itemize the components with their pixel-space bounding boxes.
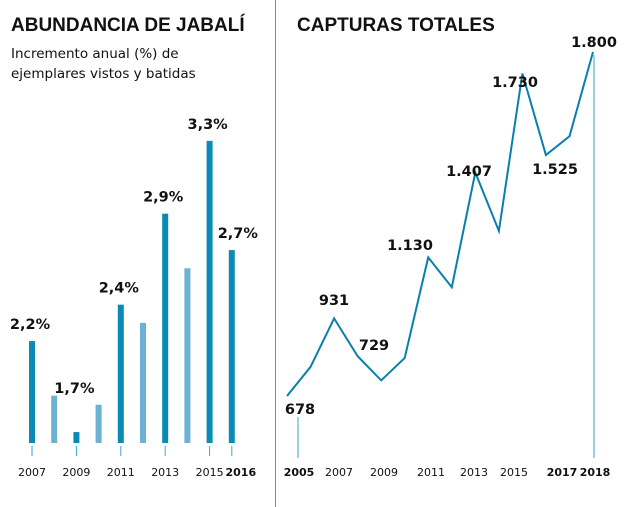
x-tick-label-2009: 2009 xyxy=(62,466,90,479)
line-label-2015: 1.730 xyxy=(492,75,538,91)
bar-2011 xyxy=(117,304,124,443)
x-tick-label-2017: 2017 xyxy=(547,466,578,479)
bar-2010 xyxy=(95,404,102,443)
bar-chart-subtitle-line1: Incremento anual (%) de xyxy=(11,46,179,62)
x-tick-label-2007: 2007 xyxy=(325,466,353,479)
line-label-2017: 1.525 xyxy=(532,162,578,178)
x-tick-label-2015: 2015 xyxy=(196,466,224,479)
bar-2015 xyxy=(206,140,213,443)
bar-chart-subtitle-line2: ejemplares vistos y batidas xyxy=(11,66,196,82)
x-tick-label-2007: 2007 xyxy=(18,466,46,479)
line-label-2009: 729 xyxy=(359,338,389,354)
bar-label-2015: 3,3% xyxy=(187,117,228,133)
captures-line xyxy=(286,51,594,397)
x-tick-label-2011: 2011 xyxy=(107,466,135,479)
line-label-2018: 1.800 xyxy=(571,35,617,51)
x-tick-label-2013: 2013 xyxy=(151,466,179,479)
x-tick-label-2009: 2009 xyxy=(370,466,398,479)
bar-2012 xyxy=(140,322,146,443)
bar-label-2011: 2,4% xyxy=(99,281,140,297)
line-label-2007: 931 xyxy=(319,293,349,309)
bar-label-2013: 2,9% xyxy=(143,190,184,206)
bar-label-2007: 2,2% xyxy=(10,317,51,333)
line-chart-title: CAPTURAS TOTALES xyxy=(297,15,495,36)
x-tick-label-2005: 2005 xyxy=(284,466,315,479)
line-label-2005: 678 xyxy=(285,402,315,418)
x-tick-label-2016: 2016 xyxy=(225,466,256,479)
line-label-2011: 1.130 xyxy=(387,238,433,254)
bar-2013 xyxy=(162,213,169,443)
bar-2016 xyxy=(228,250,235,443)
x-tick-label-2013: 2013 xyxy=(460,466,488,479)
bar-label-2016: 2,7% xyxy=(218,226,259,242)
bar-2014 xyxy=(184,268,191,443)
bar-2007 xyxy=(29,341,35,443)
bar-2009 xyxy=(73,432,80,443)
bar-label-2009: 1,7% xyxy=(54,381,95,397)
bar-chart-title: ABUNDANCIA DE JABALÍ xyxy=(11,14,245,36)
x-tick-label-2015: 2015 xyxy=(500,466,528,479)
line-label-2013: 1.407 xyxy=(446,164,492,180)
bar-2008 xyxy=(51,395,58,443)
x-tick-label-2011: 2011 xyxy=(417,466,445,479)
x-tick-label-2018: 2018 xyxy=(580,466,611,479)
